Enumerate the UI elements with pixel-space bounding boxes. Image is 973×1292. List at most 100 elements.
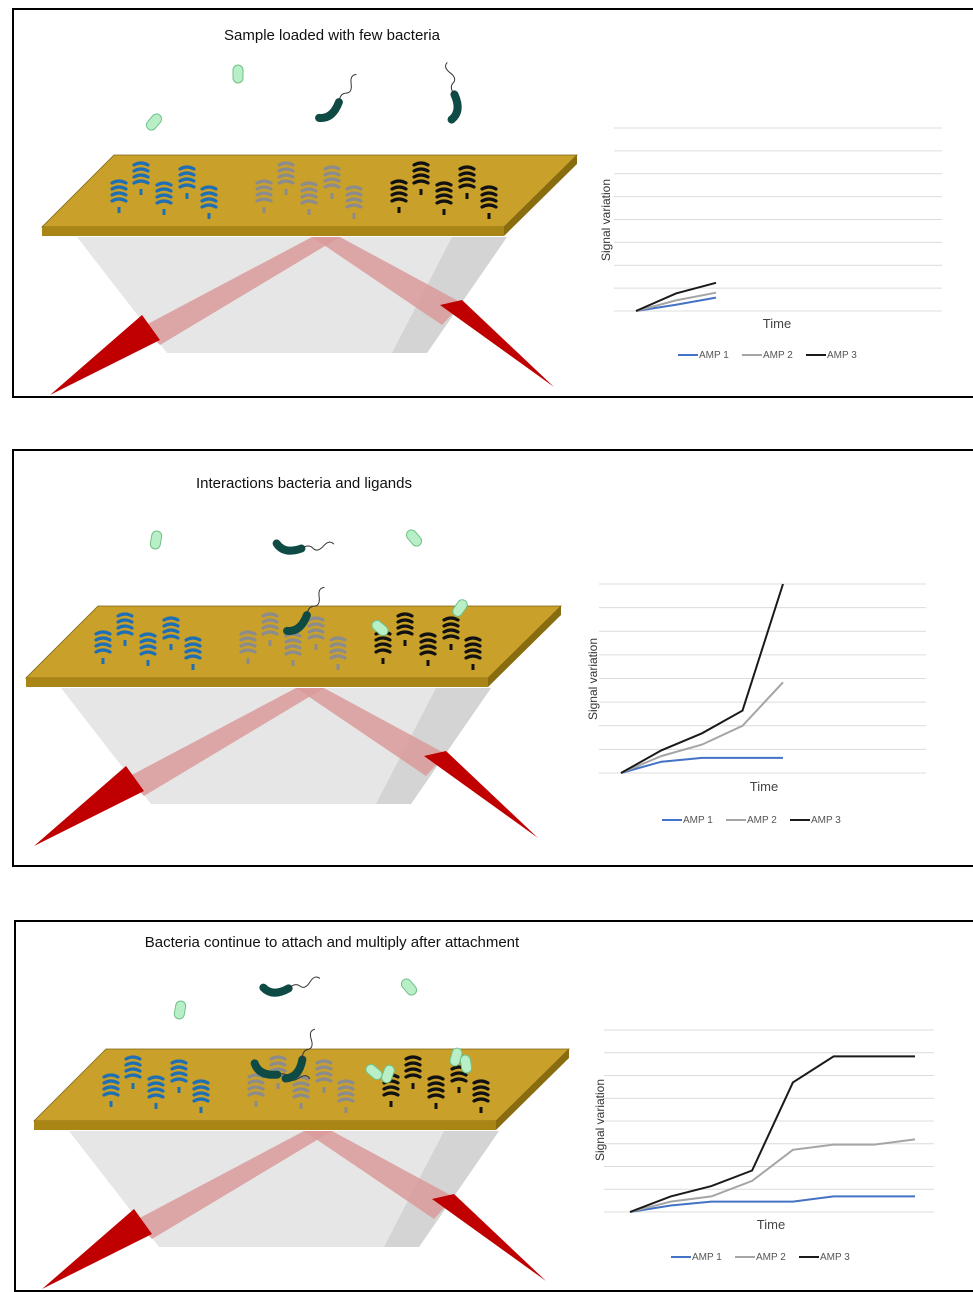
panel-1: Sample loaded with few bacteria Signal va… — [12, 8, 973, 398]
amp1-ligand — [102, 1073, 120, 1107]
detector-beam — [424, 751, 538, 838]
bacterium-light — [365, 1063, 383, 1081]
detector-beam — [440, 300, 554, 387]
prism-shade — [392, 237, 507, 353]
amp2-ligand — [255, 179, 273, 213]
plate-side-edge — [504, 155, 577, 236]
reflected-beam — [304, 1131, 454, 1219]
amp3-ligand — [472, 1079, 490, 1113]
signal-chart: Signal variation Time AMP 1 AMP 2 AMP 3 — [593, 1029, 934, 1263]
bacterium-light — [381, 1064, 395, 1084]
panel-2: Interactions bacteria and ligands Signal … — [12, 449, 973, 867]
gold-plate — [25, 605, 562, 679]
series-line-amp3 — [629, 1055, 915, 1213]
bacterium-light — [149, 530, 163, 550]
series-line-amp1 — [620, 756, 783, 774]
prism-shade — [376, 688, 491, 804]
panel-canvas: Bacteria continue to attach and multiply… — [33, 934, 934, 1289]
series-line-amp1 — [635, 296, 717, 312]
signal-chart: Signal variation Time AMP 1 AMP 2 AMP 3 — [599, 127, 942, 361]
amp3-ligand — [458, 165, 476, 199]
incident-beam — [126, 688, 324, 796]
amp1-ligand — [155, 181, 173, 215]
legend-label: AMP 3 — [811, 815, 841, 826]
plate-front-edge — [34, 1121, 496, 1130]
amp1-ligand — [147, 1075, 165, 1109]
amp1-ligand — [200, 185, 218, 219]
amp2-ligand — [300, 181, 318, 215]
bacterium-light — [371, 619, 389, 637]
x-axis-label: Time — [763, 316, 791, 331]
bacterium-light — [232, 64, 244, 84]
panel-3: Bacteria continue to attach and multiply… — [14, 920, 973, 1292]
signal-chart: Signal variation Time AMP 1 AMP 2 AMP 3 — [586, 583, 926, 826]
amp3-ligand — [390, 179, 408, 213]
amp1-ligand — [184, 636, 202, 670]
laser-source — [42, 1209, 152, 1289]
y-axis-label: Signal variation — [599, 179, 613, 261]
legend-label: AMP 1 — [692, 1252, 722, 1263]
bacterium-light — [452, 599, 468, 617]
gold-plate — [41, 154, 578, 228]
reflected-beam — [312, 237, 462, 325]
plate-side-edge — [488, 606, 561, 687]
biosensor-scene — [25, 605, 562, 846]
legend-label: AMP 3 — [827, 350, 857, 361]
bacterium-dark — [315, 73, 357, 122]
amp3-ligand — [404, 1055, 422, 1089]
plate-front-edge — [26, 678, 488, 687]
amp1-ligand — [94, 630, 112, 664]
laser-source — [34, 766, 144, 846]
bacterium-light — [459, 1054, 473, 1074]
x-axis-label: Time — [757, 1217, 785, 1232]
biosensor-scene — [41, 154, 578, 395]
amp1-ligand — [162, 616, 180, 650]
series-line-amp1 — [629, 1195, 915, 1213]
bacterium-dark — [445, 62, 462, 124]
amp1-ligand — [139, 632, 157, 666]
y-axis-label: Signal variation — [586, 638, 600, 720]
bacterium-dark — [259, 976, 321, 997]
amp3-ligand — [442, 616, 460, 650]
amp3-ligand — [427, 1075, 445, 1109]
amp2-ligand — [315, 1059, 333, 1093]
amp3-ligand — [396, 612, 414, 646]
series-line-amp2 — [635, 291, 717, 312]
bacterium-light — [145, 113, 163, 131]
x-axis-label: Time — [750, 779, 778, 794]
amp2-ligand — [277, 161, 295, 195]
amp2-ligand — [307, 616, 325, 650]
amp1-ligand — [178, 165, 196, 199]
amp1-ligand — [132, 161, 150, 195]
bacterium-light — [405, 529, 423, 547]
plate-side-edge — [496, 1049, 569, 1130]
legend-label: AMP 1 — [683, 815, 713, 826]
bacterium-dark — [283, 586, 325, 635]
amp1-ligand — [116, 612, 134, 646]
amp2-ligand — [329, 636, 347, 670]
biosensor-scene — [33, 1048, 570, 1289]
panel-canvas: Interactions bacteria and ligands Signal … — [25, 475, 926, 846]
legend-label: AMP 1 — [699, 350, 729, 361]
series-line-amp3 — [620, 583, 784, 774]
panel-canvas: Sample loaded with few bacteria Signal va… — [41, 27, 942, 395]
incident-beam — [134, 1131, 332, 1239]
amp3-ligand — [435, 181, 453, 215]
amp2-ligand — [261, 612, 279, 646]
amp3-ligand — [412, 161, 430, 195]
amp2-ligand — [239, 630, 257, 664]
legend-label: AMP 2 — [763, 350, 793, 361]
amp1-ligand — [192, 1079, 210, 1113]
amp2-ligand — [323, 165, 341, 199]
panel-title: Sample loaded with few bacteria — [224, 27, 441, 44]
amp3-ligand — [464, 636, 482, 670]
amp3-ligand — [419, 632, 437, 666]
amp3-ligand — [480, 185, 498, 219]
bacterium-light — [400, 978, 418, 996]
legend-label: AMP 3 — [820, 1252, 850, 1263]
amp2-ligand — [345, 185, 363, 219]
reflected-beam — [296, 688, 446, 776]
panel-title: Bacteria continue to attach and multiply… — [145, 934, 520, 951]
laser-source — [50, 315, 160, 395]
bacterium-dark — [272, 539, 335, 555]
